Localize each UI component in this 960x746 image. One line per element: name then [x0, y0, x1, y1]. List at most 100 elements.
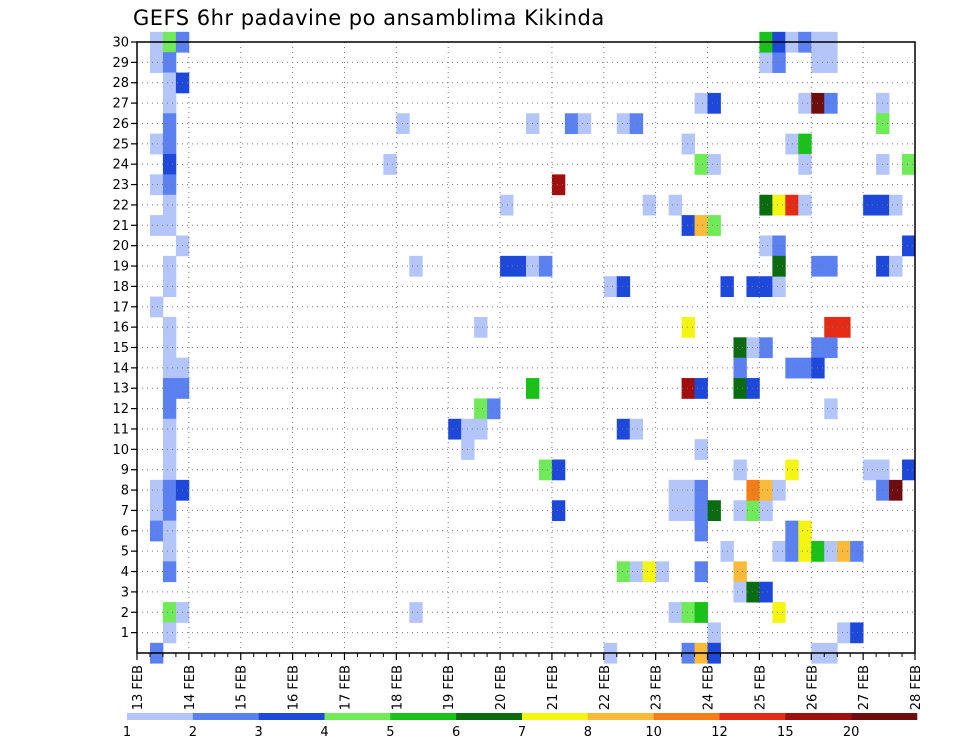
y-tick-label: 12: [112, 402, 129, 417]
legend-label: 5: [386, 725, 394, 740]
heatmap-cell: [616, 561, 631, 583]
heatmap-cell: [162, 439, 177, 460]
y-tick-label: 5: [121, 545, 129, 560]
heatmap-cell: [824, 52, 838, 73]
heatmap-cell: [746, 337, 760, 359]
y-tick-label: 4: [121, 565, 129, 580]
legend-label: 6: [452, 725, 460, 740]
heatmap-cell: [668, 500, 682, 522]
heatmap-cell: [616, 113, 631, 135]
heatmap-cell: [824, 316, 838, 338]
legend-swatch: [192, 713, 259, 720]
legend-label: 7: [518, 725, 526, 740]
heatmap-cell: [694, 602, 708, 623]
cells-layer: [149, 31, 916, 664]
heatmap-cell: [694, 500, 708, 522]
heatmap-cell: [759, 581, 773, 603]
heatmap-cell: [538, 255, 553, 277]
legend-label: 4: [320, 725, 328, 740]
y-tick-label: 19: [112, 260, 129, 275]
heatmap-cell: [759, 337, 773, 359]
y-tick-label: 27: [112, 97, 129, 112]
x-tick-label: 23 FEB: [650, 665, 665, 710]
y-tick-label: 21: [112, 219, 129, 234]
heatmap-cell: [551, 459, 566, 481]
heatmap-cell: [551, 500, 566, 522]
heatmap-cell: [487, 398, 501, 420]
legend-swatch: [324, 713, 391, 720]
x-tick-label: 22 FEB: [598, 665, 613, 710]
heatmap-cell: [850, 622, 864, 644]
heatmap-cell: [162, 92, 177, 114]
heatmap-cell: [513, 255, 527, 277]
heatmap-cell: [772, 276, 786, 297]
heatmap-cell: [733, 561, 747, 583]
heatmap-cell: [759, 235, 773, 257]
heatmap-cell: [162, 479, 177, 501]
heatmap-cell: [162, 255, 177, 277]
heatmap-cell: [500, 194, 514, 216]
heatmap-cell: [448, 418, 462, 440]
heatmap-cell: [162, 378, 177, 399]
y-tick-label: 3: [121, 585, 129, 600]
heatmap-cell: [759, 500, 773, 522]
heatmap-cell: [668, 194, 682, 216]
y-tick-label: 20: [112, 239, 129, 254]
heatmap-cell: [798, 133, 812, 155]
heatmap-cell: [383, 154, 397, 175]
y-tick-label: 22: [112, 198, 129, 213]
heatmap-cell: [149, 215, 164, 236]
legend-swatch: [851, 713, 918, 720]
heatmap-cell: [694, 561, 708, 583]
heatmap-cell: [162, 174, 177, 196]
heatmap-cell: [149, 133, 164, 155]
legend-swatch: [390, 713, 457, 720]
heatmap-cell: [681, 316, 695, 338]
legend-swatch: [522, 713, 589, 720]
heatmap-cell: [149, 296, 164, 318]
heatmap-cell: [162, 418, 177, 440]
y-tick-label: 8: [121, 484, 129, 499]
x-tick-label: 26 FEB: [805, 665, 820, 710]
heatmap-cell: [162, 337, 177, 359]
x-tick-label: 15 FEB: [235, 665, 250, 710]
heatmap-cell: [162, 398, 177, 420]
heatmap-cell: [824, 337, 838, 359]
heatmap-cell: [798, 357, 812, 379]
heatmap-cell: [902, 235, 916, 257]
heatmap-cell: [162, 194, 177, 216]
y-tick-label: 28: [112, 76, 129, 91]
y-tick-label: 25: [112, 137, 129, 152]
heatmap-cell: [668, 479, 682, 501]
heatmap-cell: [772, 540, 786, 562]
x-tick-label: 27 FEB: [857, 665, 872, 710]
heatmap-cell: [733, 500, 747, 522]
heatmap-cell: [746, 500, 760, 522]
color-legend: 1 2 3 4 5 6 7 8 10 12 15 20: [123, 713, 918, 740]
legend-label: 10: [645, 725, 662, 740]
heatmap-cell: [694, 92, 708, 114]
heatmap-cell: [681, 378, 695, 399]
heatmap-cell: [538, 459, 553, 481]
heatmap-cell: [824, 398, 838, 420]
y-tick-label: 9: [121, 463, 129, 478]
x-tick-label: 13 FEB: [131, 665, 146, 710]
y-tick-label: 23: [112, 178, 129, 193]
legend-label: 15: [777, 725, 794, 740]
legend-label: 2: [189, 725, 197, 740]
heatmap-cell: [681, 479, 695, 501]
heatmap-cell: [149, 52, 164, 73]
heatmap-cell: [772, 602, 786, 623]
heatmap-cell: [824, 92, 838, 114]
heatmap-cell: [616, 276, 631, 297]
heatmap-cell: [694, 439, 708, 460]
heatmap-cell: [694, 479, 708, 501]
y-tick-label: 1: [121, 626, 129, 641]
heatmap-cell: [733, 357, 747, 379]
heatmap-cell: [863, 194, 877, 216]
heatmap-cell: [551, 174, 566, 196]
heatmap-cell: [162, 52, 177, 73]
heatmap-cell: [149, 479, 164, 501]
